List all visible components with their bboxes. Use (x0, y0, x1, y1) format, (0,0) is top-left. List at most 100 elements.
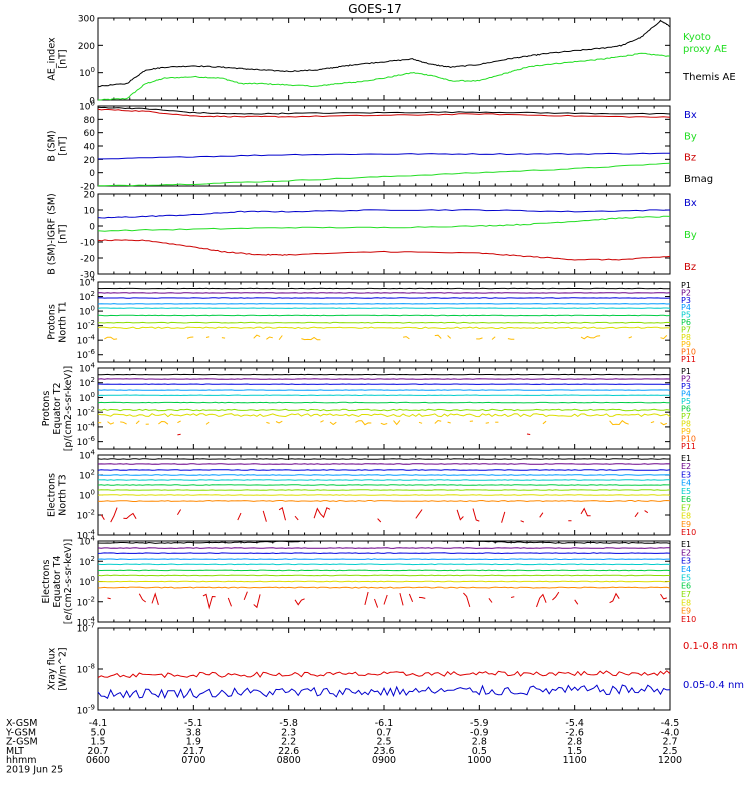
y-tick-label: 10-6 (77, 435, 96, 448)
series-line-p9 (507, 338, 515, 340)
series-line-0-05-0-4-nm (97, 684, 671, 699)
y-tick-exponent: -4 (88, 334, 96, 342)
series-line-p9 (266, 421, 270, 424)
y-tick-label: 20 (84, 191, 96, 201)
series-line-e10 (110, 507, 118, 523)
series-line-p8 (97, 326, 671, 330)
y-axis-label: B (SM) (47, 130, 58, 161)
figure-title: GOES-17 (348, 2, 402, 16)
series-line-e10 (237, 512, 242, 521)
legend-label: P10 (681, 435, 696, 444)
orbit-cell: -4.1 (89, 718, 108, 729)
y-tick-label: 10 (84, 207, 96, 217)
series-line-p9 (434, 419, 442, 424)
y-tick-label: 10-4 (77, 334, 96, 347)
legend-label: E8 (681, 598, 691, 607)
legend-label: E1 (681, 540, 691, 549)
y-tick-label: 10-4 (77, 420, 96, 433)
y-tick-exponent: -2 (88, 319, 95, 327)
legend-label: proxy AE (683, 44, 727, 55)
legend-label: E7 (681, 590, 691, 599)
series-line-e10 (501, 511, 506, 523)
series-line-e10 (463, 592, 471, 608)
series-line-p6 (97, 401, 670, 404)
y-tick-label: 104 (79, 362, 95, 375)
orbit-cell: 2.5 (376, 737, 391, 748)
series-line-e3 (97, 552, 671, 555)
y-tick-exponent: 0 (91, 575, 95, 583)
series-line-by (97, 215, 671, 232)
series-line-e10 (574, 599, 579, 605)
orbit-table: X-GSM -4.1 -5.1 -5.8 -6.1 -5.9 -5.4 -4.5 Y-GSM 5.… (5, 718, 682, 776)
y-axis-label: [p/(cm2-s-sr-keV)] (63, 366, 74, 452)
series-line-e10 (634, 512, 639, 518)
orbit-cell: 2.3 (281, 727, 296, 738)
series-line-p9 (278, 335, 283, 341)
series-line-e10 (415, 509, 423, 519)
legend-label: P3 (681, 382, 691, 391)
series-line-p9 (491, 336, 496, 340)
legend-label: P1 (681, 367, 691, 376)
orbit-cell: 2.7 (662, 737, 677, 748)
legend-label: By (684, 230, 697, 241)
legend-label: E5 (681, 573, 691, 582)
orbit-cell: 20.7 (87, 746, 108, 757)
panel-3: -30 -20 -10 0 10 20 B (SM)-IGRF (SM) [nT] Bx By Bz (47, 191, 697, 281)
series-line-p9 (355, 420, 372, 426)
series-line-p9 (380, 422, 388, 426)
orbit-cell: 1.9 (186, 737, 201, 748)
orbit-cell: -4.0 (661, 727, 680, 738)
series-line-e8 (97, 494, 671, 496)
y-tick-exponent: 0 (91, 66, 95, 74)
series-line-p5 (97, 394, 671, 397)
panel-frame (97, 105, 671, 187)
y-axis-label: [nT] (58, 224, 69, 243)
y-tick-label: 100 (79, 100, 95, 113)
series-line-p11 (177, 433, 181, 436)
series-line-p7 (98, 321, 671, 324)
legend-label: P6 (681, 318, 691, 327)
legend-label: 0.1-0.8 nm (683, 641, 738, 652)
series-line-p9 (403, 336, 410, 340)
orbit-cell: 0600 (86, 755, 110, 766)
orbit-cell: 1.5 (567, 746, 582, 757)
y-axis-label: North T3 (58, 474, 69, 515)
y-tick-exponent: 0 (91, 100, 95, 108)
legend-label: P11 (681, 355, 696, 364)
y-tick-label: 200 (78, 42, 95, 52)
orbit-cell: 0.5 (472, 746, 487, 757)
y-tick-label: 100 (79, 391, 95, 404)
series-line-e10 (520, 520, 524, 523)
y-tick-label: 102 (79, 555, 95, 568)
y-tick-exponent: -4 (88, 529, 96, 537)
legend-label: E7 (681, 503, 691, 512)
series-line-p9 (320, 420, 324, 423)
y-tick-exponent: -4 (88, 616, 96, 624)
series-line-e10 (374, 598, 379, 608)
y-axis-label: Equator T4 (52, 555, 63, 607)
series-line-p11 (526, 433, 531, 435)
y-tick-label: 102 (79, 290, 95, 303)
series-line-bz (97, 239, 671, 261)
orbit-cell: 21.7 (183, 746, 204, 757)
series-line-p9 (329, 421, 337, 426)
y-tick-exponent: -6 (88, 348, 96, 356)
legend-label: P11 (681, 442, 696, 451)
legend-label: E8 (681, 512, 691, 521)
series-line-p9 (660, 335, 668, 340)
series-line-p9 (177, 420, 181, 424)
series-line-e10 (294, 515, 299, 521)
series-line-p7 (97, 408, 671, 412)
y-tick-label: -30 (80, 271, 95, 281)
orbit-cell: 1.5 (90, 737, 105, 748)
y-tick-exponent: 0 (91, 391, 95, 399)
series-line-e10 (580, 507, 591, 517)
orbit-cell: 0.7 (376, 727, 391, 738)
series-line-e10 (644, 510, 649, 514)
orbit-row-label: MLT (6, 746, 24, 757)
series-line-p6 (97, 314, 671, 317)
series-line-bx (97, 209, 671, 219)
